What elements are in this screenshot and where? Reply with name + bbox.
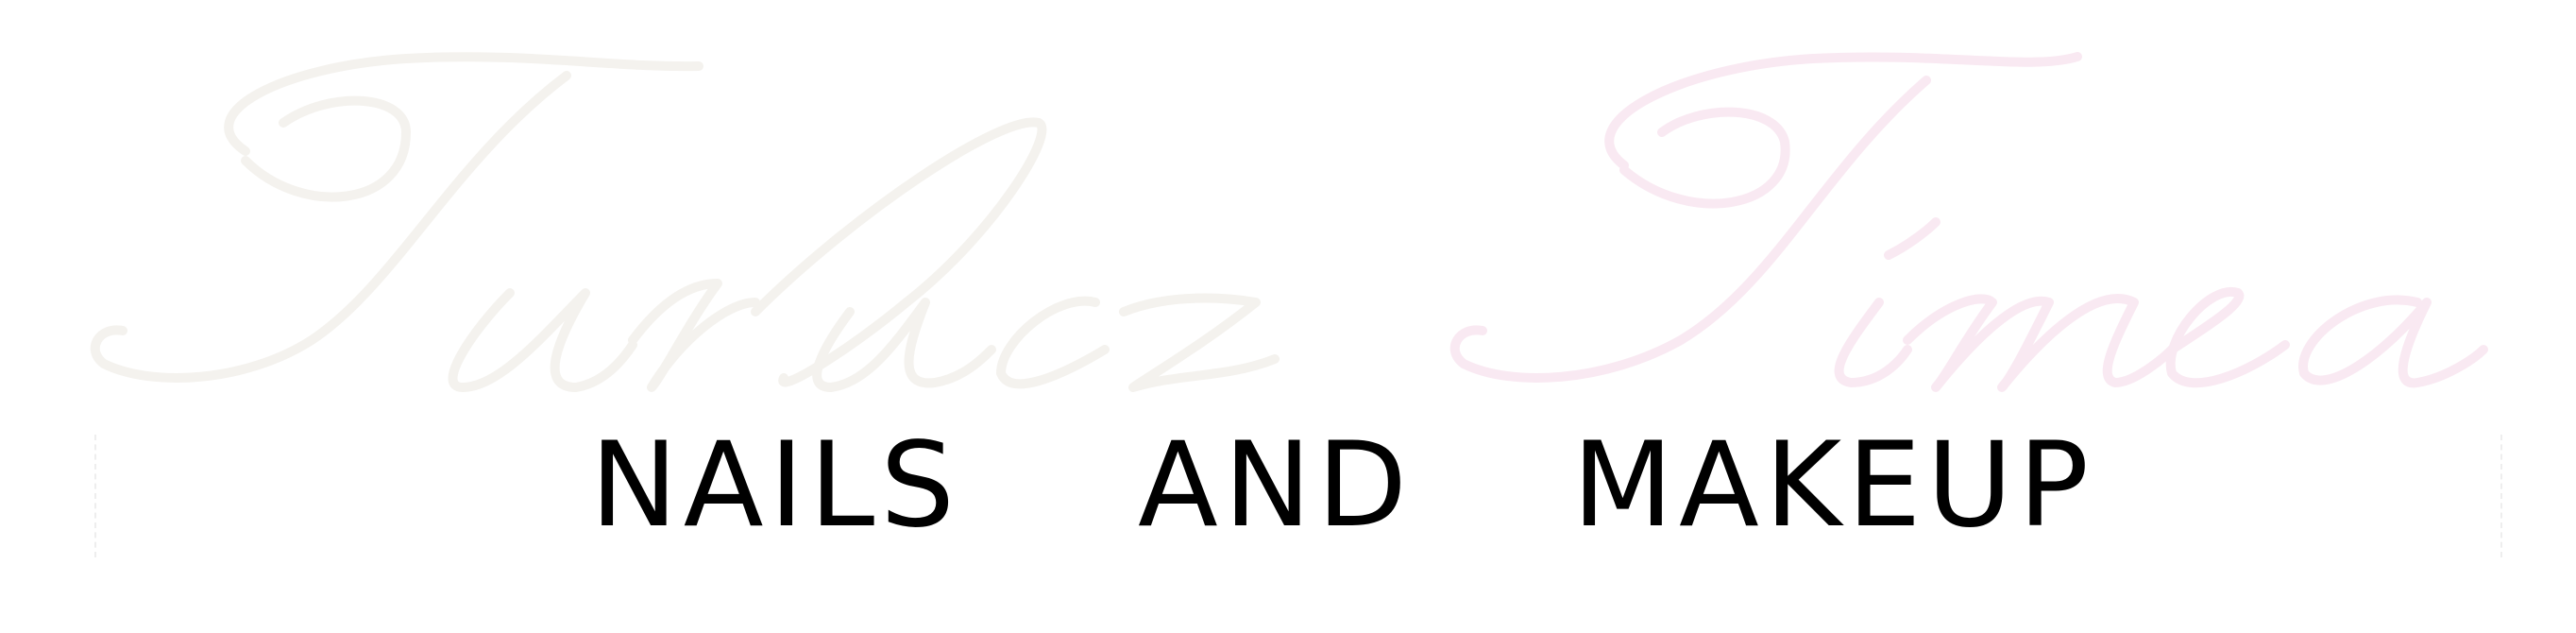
tagline-word-makeup: MAKEUP (1572, 418, 2095, 554)
logo-second-word-shape (1449, 52, 2488, 392)
tagline-word-nails: NAILS (590, 418, 960, 554)
tagline-frame (94, 435, 2502, 557)
logo-wordmark-graphic: Turlucz Tímea (90, 52, 2488, 392)
tagline-word-and: AND (1138, 418, 1414, 554)
logo-script-wordmark: Turlucz Tímea (90, 52, 2488, 392)
logo-first-word-shape (90, 52, 1280, 392)
logo-text: Turlucz Tímea (1254, 304, 1323, 315)
